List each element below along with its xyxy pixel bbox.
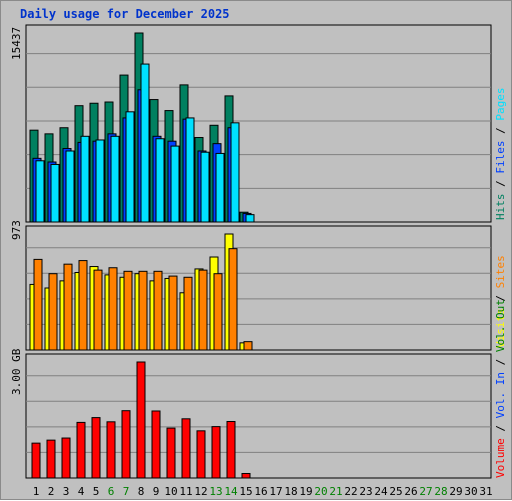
x-tick-label: 13 [209, 485, 222, 498]
bar-pages-day-4 [80, 135, 90, 223]
bar-pages-day-5 [95, 139, 105, 223]
x-tick-label: 31 [479, 485, 492, 498]
bar-sites-day-9 [153, 270, 163, 351]
legend-part: Files [494, 140, 507, 174]
panel1-ymax-label: 15437 [10, 26, 23, 60]
bar-volume-day-12 [196, 430, 206, 479]
bar-volume-day-11 [181, 418, 191, 479]
bar-sites-day-11 [183, 276, 193, 351]
x-tick-label: 12 [194, 485, 207, 498]
x-tick-label: 16 [254, 485, 267, 498]
x-tick-label: 22 [344, 485, 357, 498]
x-tick-label: 20 [314, 485, 327, 498]
x-tick-label: 30 [464, 485, 477, 498]
panel1-legend-label: Hits / Files / Pages [494, 88, 507, 221]
x-tick-label: 6 [108, 485, 115, 498]
bar-sites-day-8 [138, 270, 148, 351]
legend-part: Sites [494, 255, 507, 289]
x-tick-label: 15 [239, 485, 252, 498]
bar-sites-day-1 [33, 258, 43, 351]
bar-pages-day-3 [65, 150, 75, 223]
legend-part: Hits [494, 193, 507, 221]
bar-pages-day-11 [185, 117, 195, 223]
bar-pages-day-6 [110, 135, 120, 223]
x-tick-label: 14 [224, 485, 238, 498]
bar-pages-day-1 [35, 160, 45, 223]
bar-sites-day-14 [228, 248, 238, 351]
chart-title: Daily usage for December 2025 [20, 7, 230, 21]
bar-pages-day-14 [230, 122, 240, 223]
x-tick-label: 8 [138, 485, 145, 498]
x-tick-label: 26 [404, 485, 417, 498]
bar-sites-day-6 [108, 267, 118, 351]
x-tick-label: 10 [164, 485, 177, 498]
bar-volume-day-14 [226, 421, 236, 479]
bar-pages-day-2 [50, 163, 60, 223]
legend-part: Pages [494, 87, 507, 121]
panel-2-border [25, 225, 492, 351]
bar-pages-day-8 [140, 63, 150, 223]
x-tick-label: 9 [153, 485, 160, 498]
bar-sites-day-12 [198, 269, 208, 351]
x-tick-label: 21 [329, 485, 342, 498]
panel3-legend-label: Volume / Vol. In / Vol. Out [494, 299, 507, 478]
x-tick-label: 19 [299, 485, 312, 498]
legend-part: / [494, 352, 507, 373]
panel3-ymax-label: 3.00 GB [10, 348, 23, 395]
bar-volume-day-9 [151, 410, 161, 479]
bar-volume-day-1 [31, 442, 41, 479]
bar-volume-day-15 [241, 472, 251, 479]
bar-pages-day-7 [125, 111, 135, 223]
bar-sites-day-7 [123, 270, 133, 351]
bar-pages-day-15 [245, 214, 255, 223]
bar-volume-day-6 [106, 421, 116, 479]
bar-sites-day-3 [63, 263, 73, 351]
bar-sites-day-4 [78, 260, 88, 351]
x-tick-label: 5 [93, 485, 100, 498]
bar-volume-day-8 [136, 361, 146, 479]
x-tick-label: 25 [389, 485, 402, 498]
x-tick-label: 2 [48, 485, 55, 498]
x-tick-label: 1 [33, 485, 40, 498]
x-tick-label: 7 [123, 485, 130, 498]
legend-part: Vol. In [494, 372, 507, 419]
bar-pages-day-13 [215, 152, 225, 223]
bar-pages-day-10 [170, 145, 180, 223]
bar-pages-day-12 [200, 151, 210, 223]
legend-part: Volume [494, 438, 507, 478]
bar-sites-day-15 [243, 341, 253, 351]
x-tick-label: 3 [63, 485, 70, 498]
bar-sites-day-13 [213, 273, 223, 351]
bar-volume-day-4 [76, 421, 86, 479]
bar-volume-day-10 [166, 427, 176, 479]
panel-1-border [25, 24, 492, 223]
bar-volume-day-13 [211, 426, 221, 479]
x-tick-label: 18 [284, 485, 297, 498]
x-tick-label: 4 [78, 485, 85, 498]
bar-sites-day-5 [93, 269, 103, 351]
panel2-ymax-label: 973 [10, 220, 23, 240]
bar-sites-day-2 [48, 273, 58, 351]
bar-pages-day-9 [155, 138, 165, 223]
x-tick-label: 28 [434, 485, 447, 498]
legend-part: Vol. Out [494, 299, 507, 353]
legend-part: / [494, 120, 507, 141]
x-tick-label: 23 [359, 485, 372, 498]
legend-part: / [494, 173, 507, 194]
panel-3-border [25, 353, 492, 479]
x-tick-label: 11 [179, 485, 192, 498]
x-tick-label: 27 [419, 485, 432, 498]
x-tick-label: 29 [449, 485, 462, 498]
legend-part: / [494, 418, 507, 439]
bar-sites-day-10 [168, 275, 178, 351]
bar-volume-day-3 [61, 437, 71, 479]
x-tick-label: 24 [374, 485, 388, 498]
bar-volume-day-2 [46, 439, 56, 479]
bar-volume-day-7 [121, 410, 131, 479]
x-tick-label: 17 [269, 485, 282, 498]
bar-volume-day-5 [91, 417, 101, 479]
